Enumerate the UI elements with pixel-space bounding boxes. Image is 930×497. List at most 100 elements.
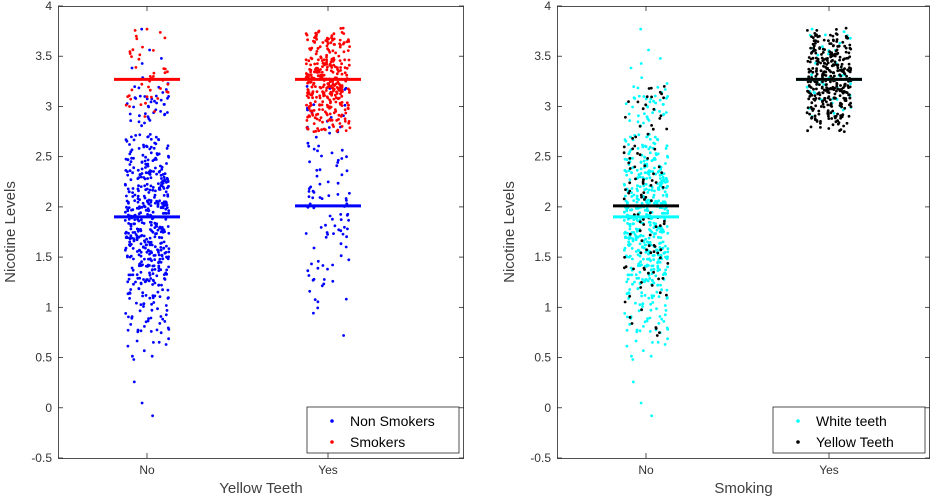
data-point (646, 157, 649, 160)
data-point (325, 58, 329, 62)
data-point (632, 193, 636, 197)
data-point (332, 32, 336, 36)
data-point (652, 107, 656, 111)
data-point (810, 115, 814, 119)
data-point (321, 264, 325, 267)
data-point (153, 110, 156, 113)
data-point (638, 220, 642, 224)
data-point (843, 82, 847, 86)
data-point (134, 97, 138, 100)
data-point (642, 325, 645, 328)
data-point (306, 88, 310, 91)
data-point (844, 46, 848, 50)
data-point (339, 242, 343, 246)
data-point (131, 48, 135, 52)
data-point (666, 247, 670, 251)
data-point (629, 236, 632, 240)
data-point (132, 239, 136, 243)
data-point (306, 141, 310, 145)
data-point (817, 97, 821, 100)
data-point (822, 58, 826, 61)
data-point (125, 194, 128, 198)
data-point (312, 122, 316, 125)
data-point (310, 57, 314, 61)
data-point (831, 54, 834, 58)
data-point (308, 160, 311, 164)
data-point (158, 236, 161, 239)
data-point (135, 206, 139, 210)
data-point (636, 86, 640, 90)
data-point (152, 264, 156, 268)
data-point (628, 288, 632, 291)
data-point (145, 182, 149, 186)
data-point (328, 63, 332, 67)
data-point (642, 184, 646, 188)
data-point (829, 111, 833, 115)
data-point (165, 309, 169, 312)
data-point (662, 85, 666, 88)
data-point (347, 107, 350, 110)
data-point (631, 380, 635, 384)
data-point (634, 227, 638, 231)
data-point (137, 86, 141, 90)
data-point (826, 110, 830, 114)
data-point (652, 196, 655, 199)
data-point (141, 153, 145, 157)
data-point (656, 138, 660, 142)
data-point (133, 29, 137, 32)
data-point (162, 247, 166, 250)
data-point (157, 261, 160, 265)
data-point (142, 176, 146, 179)
data-point (311, 113, 315, 117)
data-point (332, 87, 336, 91)
data-point (649, 97, 653, 101)
data-point (661, 103, 665, 106)
data-point (139, 103, 143, 106)
data-point (630, 354, 633, 358)
data-point (849, 105, 853, 108)
data-point (647, 236, 651, 240)
data-point (839, 74, 843, 78)
data-point (311, 196, 315, 200)
data-point (136, 330, 140, 334)
data-point (313, 116, 317, 120)
series-yellow-teeth (622, 26, 853, 337)
data-point (661, 186, 665, 189)
data-point (662, 96, 665, 100)
series-white-teeth (622, 27, 853, 418)
y-tick-label: 0.5 (35, 351, 52, 365)
data-point (343, 58, 347, 62)
data-point (623, 300, 627, 304)
data-point (639, 172, 643, 175)
data-point (806, 59, 810, 63)
data-point (307, 114, 311, 117)
data-point (139, 264, 143, 267)
data-point (807, 75, 811, 79)
data-point (148, 257, 152, 261)
data-point (331, 70, 335, 74)
data-point (326, 65, 329, 69)
data-point (143, 280, 147, 284)
data-point (325, 95, 329, 99)
data-point (648, 316, 652, 320)
data-point (821, 91, 825, 95)
data-point (134, 233, 138, 236)
data-point (345, 66, 349, 70)
data-point (131, 354, 134, 358)
data-point (657, 199, 660, 203)
data-point (835, 48, 839, 52)
data-point (833, 53, 837, 57)
data-point (151, 272, 155, 275)
data-point (661, 277, 665, 280)
data-point (818, 46, 822, 50)
data-point (833, 60, 837, 64)
data-point (647, 252, 650, 256)
data-point (148, 173, 152, 176)
data-point (152, 301, 156, 304)
data-point (818, 83, 821, 86)
data-point (817, 112, 821, 116)
data-point (337, 228, 341, 232)
data-point (836, 122, 840, 126)
data-point (835, 28, 838, 31)
data-point (312, 147, 316, 151)
